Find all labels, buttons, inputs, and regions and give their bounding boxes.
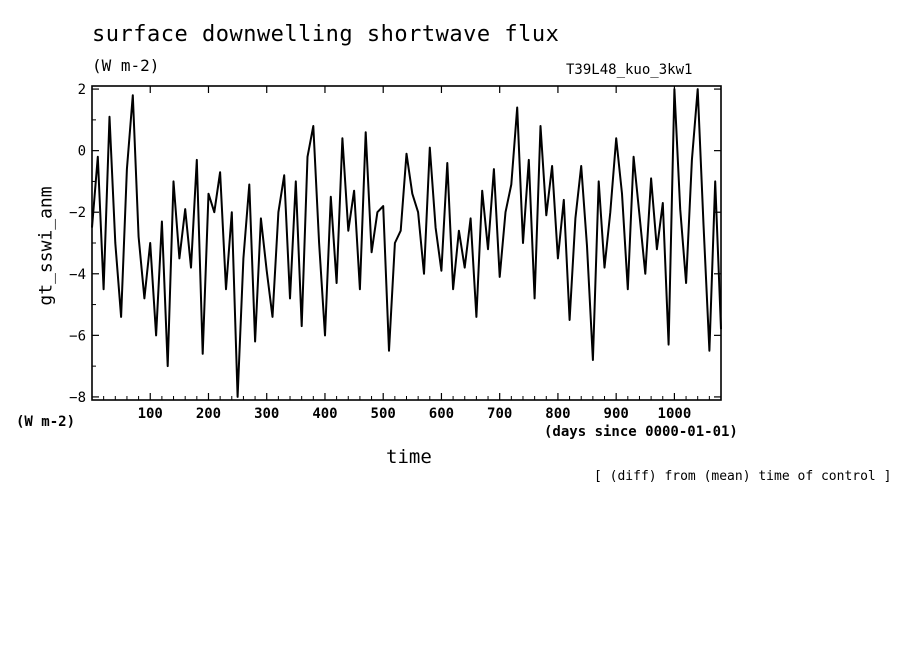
plot-frame — [91, 85, 722, 401]
chart-title: surface downwelling shortwave flux — [92, 22, 560, 47]
chart-units: (W m-2) — [92, 56, 160, 75]
x-tick-label: 200 — [196, 406, 221, 422]
run-label: T39L48_kuo_3kw1 — [566, 62, 693, 78]
x-tick-label: 1000 — [658, 406, 692, 422]
x-axis-label: time — [386, 446, 432, 468]
x-tick-label: 300 — [254, 406, 279, 422]
y-tick-label: 0 — [78, 144, 86, 160]
series-line — [91, 88, 722, 398]
x-tick-label: 700 — [487, 406, 512, 422]
x-tick-label: 400 — [312, 406, 337, 422]
y-tick-label: −2 — [69, 205, 86, 221]
y-tick-label: −4 — [69, 267, 86, 283]
x-tick-label: 500 — [371, 406, 396, 422]
x-axis-units: (days since 0000-01-01) — [544, 424, 738, 440]
comparison-note: [ (diff) from (mean) time of control ] — [594, 469, 892, 484]
y-tick-label: −8 — [69, 390, 86, 406]
y-tick-label: 2 — [78, 82, 86, 98]
y-tick-label: −6 — [69, 328, 86, 344]
x-tick-label: 800 — [545, 406, 570, 422]
x-tick-label: 100 — [138, 406, 163, 422]
x-tick-label: 600 — [429, 406, 454, 422]
x-tick-label: 900 — [604, 406, 629, 422]
y-axis-units: (W m-2) — [16, 414, 76, 430]
